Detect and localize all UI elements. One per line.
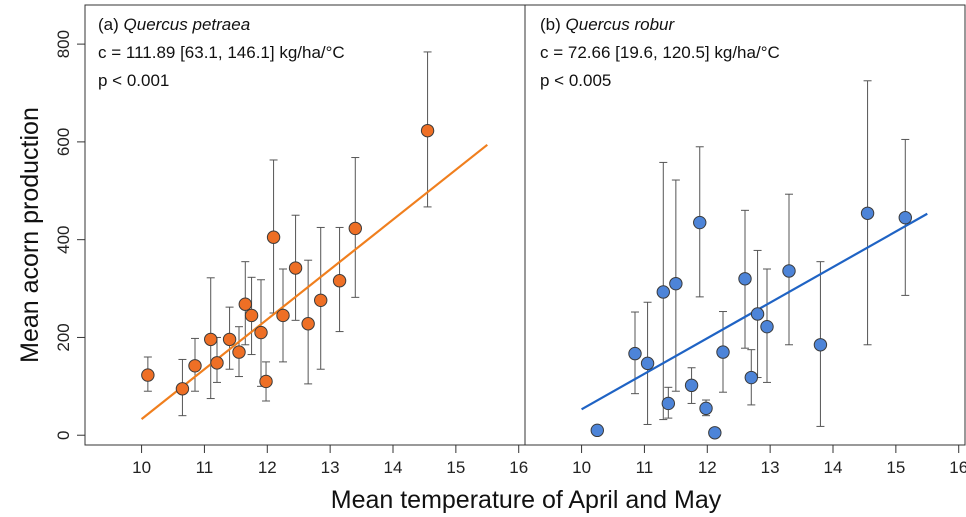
data-point [693,215,707,230]
data-point [640,356,655,371]
data-point [661,396,676,411]
data-point [238,297,252,311]
data-point [760,319,774,334]
panel-quercus-robur: 10 11 12 13 14 15 16 (b) Quercus robur c = 72.… [524,4,966,477]
panel-b-p-value: p < 0.005 [540,71,611,90]
x-tick-label: 13 [761,458,780,477]
y-tick-label: 600 [54,128,73,156]
x-tick-label: 14 [824,458,843,477]
data-point [738,272,752,286]
x-tick-label: 15 [446,458,465,477]
panel-a-p-value: p < 0.001 [98,71,169,90]
panel-b-ticks: 10 11 12 13 14 15 16 [572,445,966,477]
data-point [684,378,699,393]
panel-b-title: (b) Quercus robur [540,15,676,34]
data-point [744,370,758,385]
data-point [898,210,912,225]
data-point [301,317,315,331]
data-point [750,307,765,321]
x-axis-title: Mean temperature of April and May [331,486,722,514]
data-point [813,338,828,352]
data-point [699,401,713,416]
x-tick-label: 11 [196,458,214,477]
data-point [244,308,259,323]
x-tick-label: 10 [132,458,151,477]
data-point [232,345,246,359]
panel-a-ticks: 10 11 12 13 14 15 16 0 200 400 600 800 [54,30,528,477]
x-tick-label: 13 [321,458,340,477]
data-point [860,206,875,220]
data-point [276,308,290,323]
panel-b-label: (b) [540,15,561,34]
data-point [420,123,435,138]
data-point [222,332,237,347]
panel-a-stat-line: c = 111.89 [63.1, 146.1] kg/ha/°C [98,43,345,62]
data-point [716,345,730,359]
data-point [628,346,642,361]
x-tick-label: 16 [949,458,966,477]
y-tick-label: 0 [54,430,73,439]
x-tick-label: 14 [384,458,403,477]
y-tick-label: 800 [54,30,73,58]
x-tick-label: 10 [572,458,591,477]
data-point [259,374,273,389]
panel-b-marks [581,80,928,440]
data-point [590,423,604,438]
data-point [332,274,347,288]
data-point [669,276,683,291]
panel-a-species: Quercus petraea [124,15,251,34]
x-tick-label: 16 [509,458,528,477]
data-point [348,221,362,236]
x-tick-label: 15 [886,458,905,477]
panel-b-stat-line: c = 72.66 [19.6, 120.5] kg/ha/°C [540,43,780,62]
data-point [188,359,202,373]
data-point [254,325,268,340]
data-point [141,368,155,382]
x-tick-label: 12 [698,458,717,477]
data-point [288,261,303,275]
panel-b-species: Quercus robur [566,15,676,34]
y-tick-label: 400 [54,225,73,253]
panel-a-marks [140,51,488,420]
regression-line [140,143,488,420]
x-tick-label: 11 [636,458,654,477]
data-point [266,230,281,244]
data-point [210,356,224,370]
data-point [656,285,670,299]
panel-quercus-petraea: 10 11 12 13 14 15 16 0 200 400 600 800 (a) Quercus … [54,4,528,477]
data-point [204,332,218,347]
panel-b-frame [524,4,966,446]
data-point [314,293,328,307]
y-tick-label: 200 [54,323,73,351]
x-tick-label: 12 [258,458,277,477]
y-axis-title: Mean acorn production [16,107,44,363]
data-point [708,426,722,440]
panel-a-label: (a) [98,15,119,34]
data-point [782,264,796,278]
data-point [175,382,190,396]
panel-a-title: (a) Quercus petraea [98,15,250,34]
